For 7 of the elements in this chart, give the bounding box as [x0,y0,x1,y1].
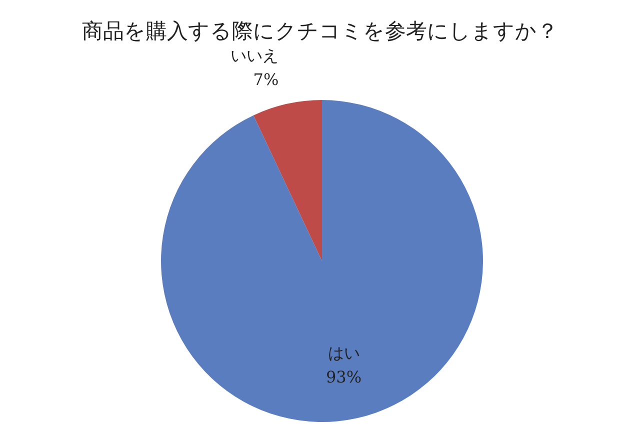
chart-title: 商品を購入する際にクチコミを参考にしますか？ [82,19,558,43]
data-label: 93% [326,367,362,386]
slice-label: いいえ [230,46,279,66]
data-label: 7% [253,70,279,90]
pie-slice [253,100,322,261]
slice-label: はい [328,343,360,362]
pie-slice [161,100,483,422]
